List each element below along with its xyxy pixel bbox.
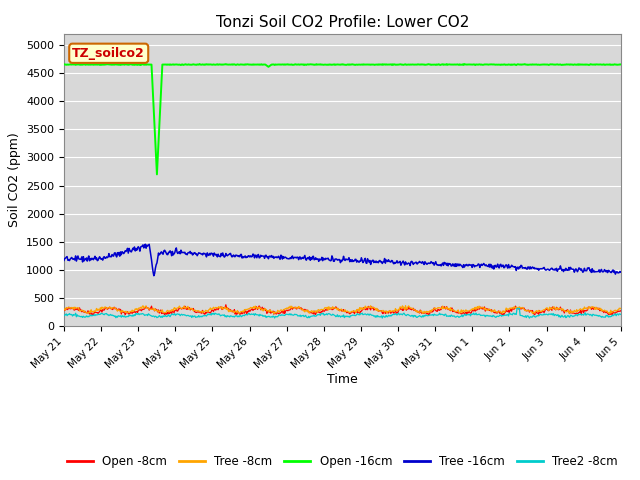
Title: Tonzi Soil CO2 Profile: Lower CO2: Tonzi Soil CO2 Profile: Lower CO2 <box>216 15 469 30</box>
Y-axis label: Soil CO2 (ppm): Soil CO2 (ppm) <box>8 132 20 228</box>
Legend: Open -8cm, Tree -8cm, Open -16cm, Tree -16cm, Tree2 -8cm: Open -8cm, Tree -8cm, Open -16cm, Tree -… <box>62 450 623 473</box>
Text: TZ_soilco2: TZ_soilco2 <box>72 47 145 60</box>
X-axis label: Time: Time <box>327 373 358 386</box>
